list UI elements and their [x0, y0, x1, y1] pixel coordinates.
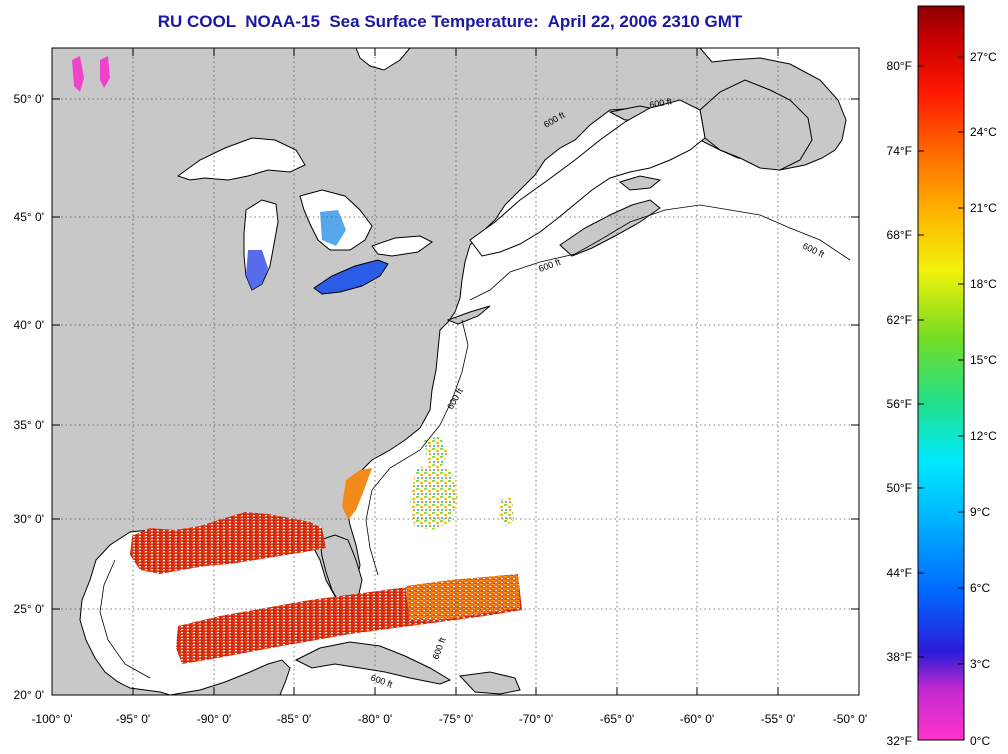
- chart-title: RU COOL NOAA-15 Sea Surface Temperature:…: [157, 12, 743, 31]
- nova-scotia-land: [559, 199, 661, 257]
- colorbar-f-label: 32°F: [886, 734, 912, 748]
- contour-label: 600 ft: [649, 96, 673, 110]
- st-lawrence-water: [469, 99, 706, 257]
- colorbar-c-label: 9°C: [970, 505, 991, 519]
- lon-tick-label: -65° 0': [599, 712, 635, 726]
- lake-erie: [313, 259, 389, 295]
- colorbar-f-label: 44°F: [886, 566, 912, 580]
- lon-tick-label: -55° 0': [760, 712, 796, 726]
- lon-tick-label: -50° 0': [832, 712, 868, 726]
- lon-tick-label: -85° 0': [276, 712, 312, 726]
- colorbar-f-label: 80°F: [886, 59, 912, 73]
- colorbar-ticks: [918, 56, 964, 665]
- depth-contour-gulf: [99, 559, 151, 679]
- lon-tick-label: -60° 0': [679, 712, 715, 726]
- sst-gulfstream-mix: [410, 464, 458, 530]
- colorbar-f-label: 50°F: [886, 481, 912, 495]
- lon-tick-label: -75° 0': [438, 712, 474, 726]
- cuba-land: [294, 641, 452, 685]
- lon-tick-label: -95° 0': [115, 712, 151, 726]
- colorbar-c-label: 15°C: [970, 353, 997, 367]
- map-plot: 600 ft 600 ft 600 ft 600 ft 600 ft 600 f…: [51, 47, 860, 696]
- lake-superior: [176, 137, 306, 181]
- lake-winnipeg-sst: [72, 56, 84, 92]
- colorbar-f-label: 38°F: [886, 650, 912, 664]
- lat-tick-label: 50° 0': [13, 92, 44, 106]
- pei-land: [618, 175, 662, 191]
- colorbar-c-label: 21°C: [970, 201, 997, 215]
- sst-florida-east: [342, 468, 372, 520]
- colorbar-c-label: 12°C: [970, 429, 997, 443]
- colorbar-c-label: 27°C: [970, 50, 997, 64]
- colorbar: [917, 5, 965, 741]
- lat-tick-label: 25° 0': [13, 602, 44, 616]
- colorbar-c-label: 3°C: [970, 657, 991, 671]
- lon-tick-label: -70° 0': [518, 712, 554, 726]
- sst-hatteras-mix: [424, 436, 448, 466]
- colorbar-f-label: 74°F: [886, 144, 912, 158]
- depth-contour-shelf: [365, 319, 469, 576]
- sst-gulf-north-swath: [130, 512, 326, 574]
- colorbar-c-label: 6°C: [970, 581, 991, 595]
- sst-bahamas-warm: [405, 574, 520, 620]
- newfoundland-land: [699, 79, 813, 171]
- frame-ticks: [52, 48, 859, 695]
- lake-winnipeg-sst-2: [100, 56, 110, 88]
- lon-tick-label: -100° 0': [31, 712, 73, 726]
- lake-ontario: [371, 235, 433, 257]
- lon-tick-label: -90° 0': [196, 712, 232, 726]
- colorbar-c-label: 24°C: [970, 125, 997, 139]
- colorbar-gradient: [917, 5, 965, 741]
- lake-huron-sst: [320, 210, 346, 246]
- sst-offshore-patch: [500, 496, 514, 526]
- lat-tick-label: 35° 0': [13, 418, 44, 432]
- colorbar-c-label: 0°C: [970, 734, 991, 748]
- hispaniola-land: [458, 671, 521, 695]
- lake-michigan-sst: [246, 250, 268, 290]
- lat-tick-label: 40° 0': [13, 318, 44, 332]
- colorbar-f-label: 68°F: [886, 228, 912, 242]
- colorbar-c-label: 18°C: [970, 277, 997, 291]
- lon-tick-label: -80° 0': [357, 712, 393, 726]
- colorbar-f-label: 62°F: [886, 313, 912, 327]
- lat-tick-label: 20° 0': [13, 688, 44, 702]
- yucatan-land: [169, 659, 291, 696]
- lat-tick-label: 45° 0': [13, 210, 44, 224]
- depth-contour: [469, 204, 851, 301]
- colorbar-f-label: 56°F: [886, 397, 912, 411]
- lat-tick-label: 30° 0': [13, 512, 44, 526]
